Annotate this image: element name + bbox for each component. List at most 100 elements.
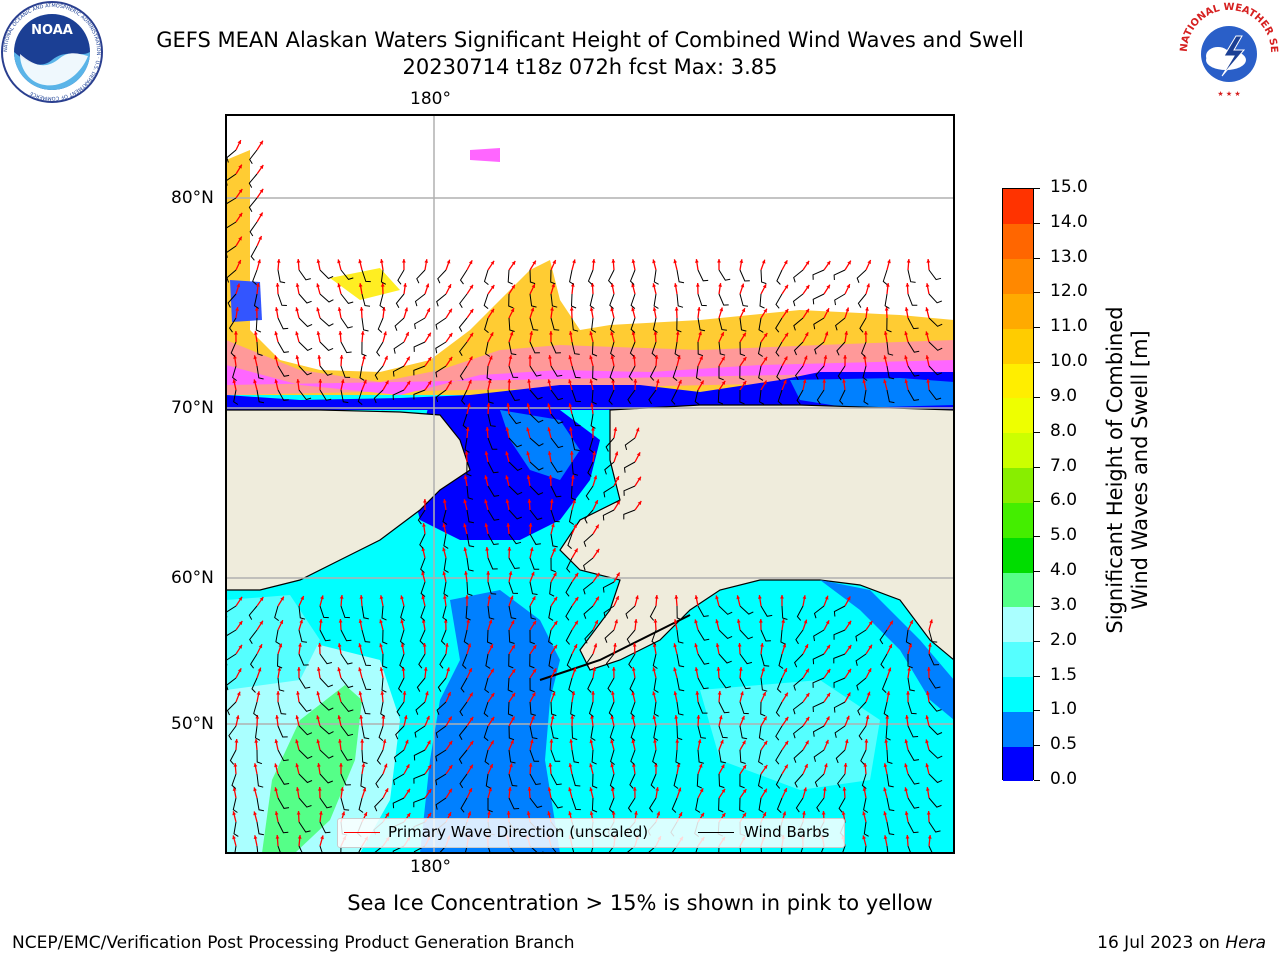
wave-direction-arrowhead [549,739,554,743]
wind-barb [604,461,615,475]
colorbar-tick-label: 14.0 [1050,211,1088,232]
wind-barb [883,701,889,717]
wave-direction-arrowhead [403,283,407,287]
wind-barb [928,653,940,666]
wind-barb [419,533,426,549]
wave-direction-arrowhead [548,475,553,479]
svg-text:★ ★ ★: ★ ★ ★ [1217,90,1240,98]
wave-direction-arrowhead [740,283,745,288]
wind-barb [508,605,517,620]
wave-direction-arrowhead [530,307,535,312]
wind-barb [856,677,867,691]
wind-barb [591,389,597,405]
wave-direction-arrowhead [380,283,385,287]
wind-barb [550,485,562,498]
wave-direction-arrowhead [925,787,930,791]
wind-barb [627,389,636,405]
wave-direction-arrowhead [652,307,657,311]
wave-direction-arrowhead [805,668,809,673]
wind-barb [436,701,447,715]
colorbar-tick-mark [1034,466,1040,468]
wind-barb [571,365,581,379]
wave-direction-arrowhead [928,643,932,647]
wave-direction-arrowhead [736,619,741,623]
wave-direction-arrowhead [510,308,515,313]
colorbar-tick-label: 15.0 [1050,177,1088,197]
wave-direction-arrowhead [406,788,410,793]
wind-barb [298,653,309,666]
wave-direction-arrowhead [274,307,279,311]
wind-barb [838,797,846,813]
wave-direction-arrowhead [253,379,257,384]
wave-direction-arrowhead [568,403,573,408]
wind-barb [697,653,710,665]
wave-direction-arrowhead [741,715,745,720]
wave-direction-arrowhead [469,764,473,769]
wind-barb [697,341,704,357]
wind-barb [697,701,708,714]
wave-direction-arrowhead [677,355,681,360]
wave-direction-arrowhead [631,667,636,671]
wind-barb [340,365,351,378]
wave-direction-arrowhead [509,595,514,600]
wave-direction-arrowhead [632,643,637,647]
wind-barb [508,293,514,309]
colorbar-segment [1003,606,1033,643]
wave-direction-arrowhead [279,620,283,625]
wind-barb [548,605,554,621]
wave-direction-arrowhead [465,427,470,431]
wave-direction-arrowhead [427,764,432,769]
wind-barb [233,821,239,837]
wave-direction-arrowhead [295,763,300,768]
wind-barb [379,293,385,309]
wind-barb [928,773,943,784]
wind-barb [777,389,783,405]
wind-barb [465,605,471,621]
wind-barb [435,797,447,810]
wind-barb [928,677,941,689]
colorbar-tick-label: 6.0 [1050,490,1078,511]
wave-direction-arrowhead [549,331,553,335]
wave-direction-arrowhead [511,669,516,673]
wind-barb [319,797,332,809]
wind-barb [228,317,237,333]
wind-barb [813,605,825,619]
wind-barb [566,557,573,573]
wind-barb [550,461,563,473]
wind-barb [298,269,311,281]
wave-direction-arrowhead [511,692,516,697]
wind-barb [604,629,615,643]
wind-barb [459,701,468,717]
footer-credit: NCEP/EMC/Verification Post Processing Pr… [12,933,575,953]
sea-ice-note: Sea Ice Concentration > 15% is shown in … [0,891,1280,915]
chart-title: GEFS MEAN Alaskan Waters Significant Hei… [156,28,1024,52]
wave-direction-arrowhead [468,379,472,384]
wind-barb [550,773,562,786]
wave-direction-arrowhead [700,380,704,385]
wind-barb [855,653,867,666]
wind-barb [648,797,657,813]
wave-direction-arrowhead [298,643,302,647]
wind-barb [298,773,313,784]
wind-barb [676,317,682,333]
wind-barb [718,317,727,331]
wave-direction-arrowhead [632,787,637,791]
colorbar-label-line2: Wind Waves and Swell [m] [1128,330,1152,610]
wave-direction-arrowhead [925,715,930,720]
wave-direction-arrowhead [443,595,447,599]
wave-direction-arrowhead [805,285,810,289]
wind-barb [608,845,615,853]
wave-direction-arrowhead [589,379,594,384]
wind-barb [863,797,869,813]
wind-barb [376,341,384,357]
wind-barb [676,605,683,621]
lat-label-70: 70°N [171,398,214,418]
wave-direction-arrowhead [652,283,656,288]
wave-direction-arrowhead [405,764,410,769]
wind-barb [277,749,289,762]
wind-barb [413,749,426,761]
wave-direction-arrowhead [446,259,451,264]
wave-direction-arrowhead [574,548,578,553]
wind-barb [319,749,334,759]
wave-direction-arrowhead [341,811,346,816]
